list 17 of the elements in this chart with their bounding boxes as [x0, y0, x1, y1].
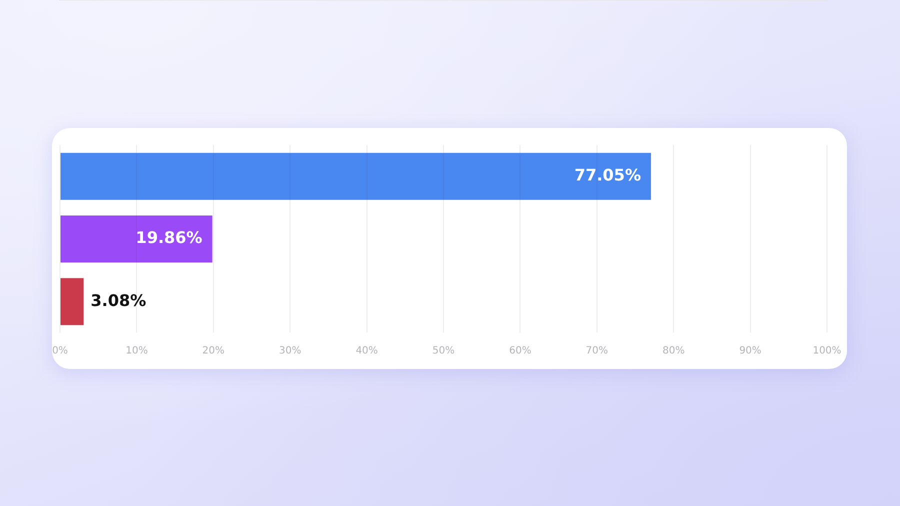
- x-tick-label: 20%: [202, 346, 225, 357]
- bar: [60, 216, 212, 262]
- x-tick-label: 70%: [586, 346, 608, 357]
- x-tick-label: 40%: [356, 346, 378, 357]
- x-tick-label: 10%: [126, 346, 148, 357]
- x-tick-label: 50%: [432, 346, 455, 357]
- x-tick-label: 90%: [739, 346, 762, 357]
- data-label: 19.86%: [136, 228, 202, 248]
- x-tick-label: 100%: [812, 346, 842, 357]
- x-tick-label: 80%: [662, 346, 685, 357]
- data-label: 77.05%: [574, 165, 641, 184]
- x-tick-label: 0%: [52, 346, 68, 357]
- x-tick-label: 60%: [509, 346, 532, 357]
- data-label: 3.08%: [90, 290, 146, 310]
- bar: [60, 152, 651, 200]
- bar: [60, 278, 84, 326]
- x-tick-label: 30%: [278, 346, 302, 357]
